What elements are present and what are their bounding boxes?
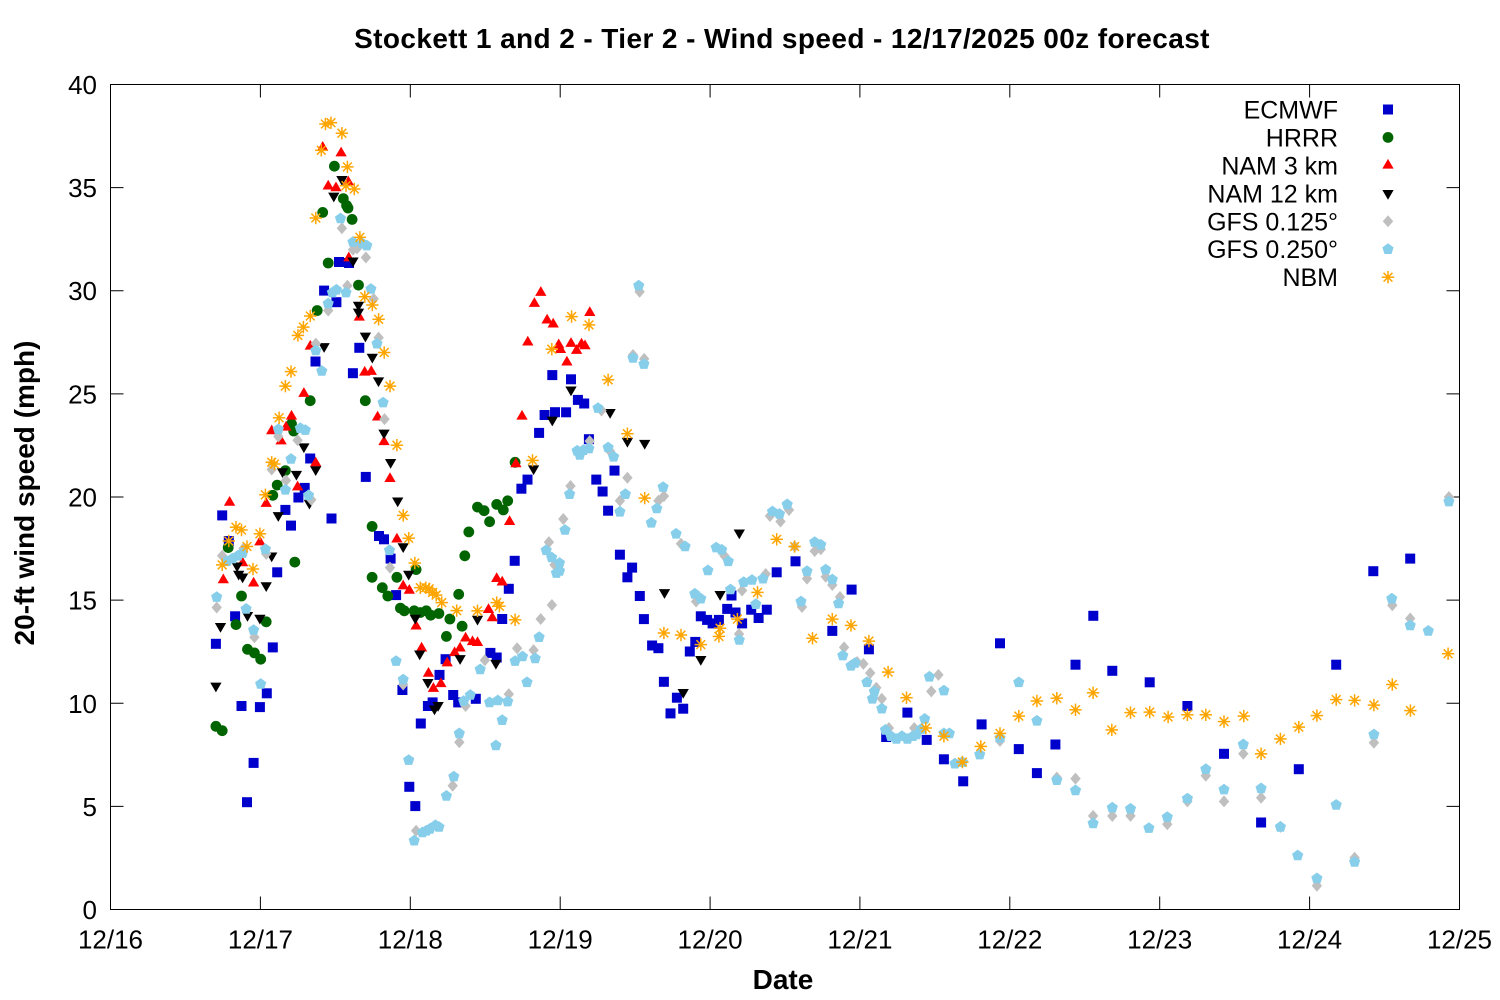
svg-text:NBM: NBM xyxy=(1282,264,1338,292)
svg-text:12/21: 12/21 xyxy=(827,925,892,955)
svg-text:12/23: 12/23 xyxy=(1127,925,1192,955)
svg-text:12/24: 12/24 xyxy=(1277,925,1342,955)
svg-text:0: 0 xyxy=(83,895,97,925)
svg-text:GFS 0.125°: GFS 0.125° xyxy=(1207,208,1338,236)
svg-text:ECMWF: ECMWF xyxy=(1244,97,1338,125)
svg-text:35: 35 xyxy=(68,173,97,203)
svg-text:NAM 12 km: NAM 12 km xyxy=(1207,180,1338,208)
svg-text:10: 10 xyxy=(68,689,97,719)
svg-text:15: 15 xyxy=(68,586,97,616)
svg-text:30: 30 xyxy=(68,276,97,306)
svg-text:HRRR: HRRR xyxy=(1266,124,1338,152)
svg-text:20-ft wind speed (mph): 20-ft wind speed (mph) xyxy=(9,341,40,646)
svg-text:NAM 3 km: NAM 3 km xyxy=(1221,152,1338,180)
svg-text:12/17: 12/17 xyxy=(228,925,293,955)
svg-text:12/25: 12/25 xyxy=(1427,925,1492,955)
svg-text:Stockett 1 and 2 - Tier 2 - Wi: Stockett 1 and 2 - Tier 2 - Wind speed -… xyxy=(354,23,1210,54)
svg-text:12/16: 12/16 xyxy=(78,925,143,955)
svg-text:25: 25 xyxy=(68,379,97,409)
svg-text:12/20: 12/20 xyxy=(678,925,743,955)
svg-text:12/22: 12/22 xyxy=(977,925,1042,955)
svg-text:Date: Date xyxy=(753,964,814,995)
svg-text:GFS 0.250°: GFS 0.250° xyxy=(1207,236,1338,264)
svg-text:40: 40 xyxy=(68,70,97,100)
svg-text:5: 5 xyxy=(83,792,97,822)
svg-text:20: 20 xyxy=(68,483,97,513)
svg-text:12/19: 12/19 xyxy=(528,925,593,955)
svg-text:12/18: 12/18 xyxy=(378,925,443,955)
